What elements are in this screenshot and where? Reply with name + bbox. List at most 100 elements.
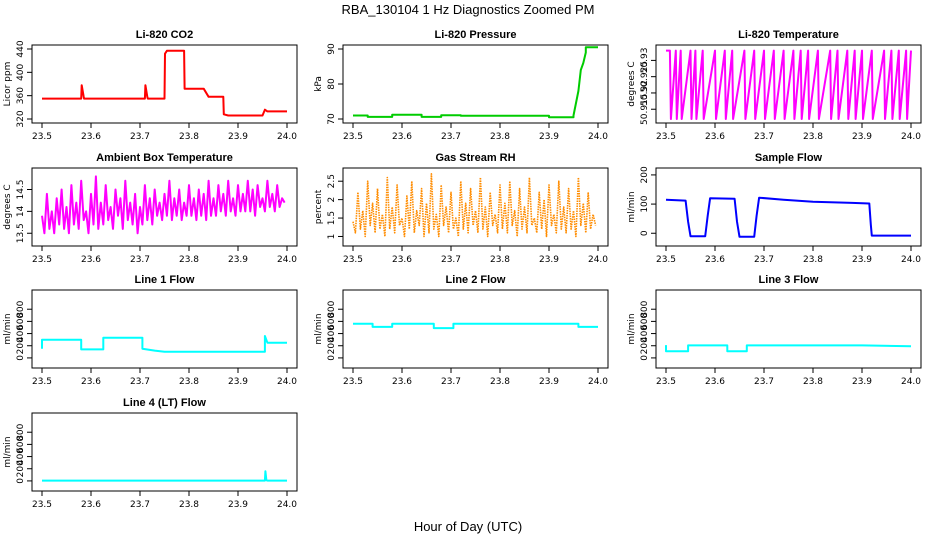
- y-axis-label: ml/min: [627, 313, 637, 344]
- x-tick-label: 23.9: [228, 500, 248, 510]
- x-tick-label: 23.5: [343, 132, 363, 142]
- y-tick-label: 360: [16, 87, 26, 104]
- y-tick-label: 13.5: [16, 223, 26, 243]
- panel-3: Ambient Box Temperature degrees C 23.5 23.6…: [3, 152, 298, 265]
- y-tick-label: 0: [16, 478, 26, 484]
- x-tick-label: 23.6: [705, 132, 725, 142]
- y-tick-label: 200: [327, 337, 337, 354]
- y-tick-label: 70: [327, 113, 337, 125]
- y-tick-label: 400: [16, 325, 26, 342]
- y-tick-label: 0: [640, 230, 650, 236]
- panel-9: Line 4 (LT) Flow ml/min 23.5 23.6 23.7 23.8 23…: [3, 397, 298, 510]
- x-tick-label: 23.5: [32, 255, 52, 265]
- series-line: [42, 470, 287, 482]
- plot-frame: [655, 44, 922, 124]
- plot-frame: [342, 289, 609, 369]
- series-line: [353, 322, 598, 330]
- y-axis-label: Licor ppm: [3, 62, 13, 107]
- y-tick-label: 50.92: [640, 80, 650, 106]
- panel-2: Li-820 Temperature degrees C 23.5 23.6 23.7 2…: [627, 29, 922, 142]
- x-tick-label: 23.8: [179, 500, 199, 510]
- x-tick-label: 23.8: [803, 255, 823, 265]
- y-tick-label: 400: [327, 325, 337, 342]
- x-tick-label: 23.5: [343, 255, 363, 265]
- y-tick-label: 200: [640, 166, 650, 183]
- y-tick-label: 200: [640, 337, 650, 354]
- x-tick-label: 23.6: [81, 500, 101, 510]
- x-tick-label: 23.7: [130, 500, 150, 510]
- x-tick-label: 23.7: [441, 132, 461, 142]
- x-tick-label: 23.8: [179, 255, 199, 265]
- panel-7: Line 2 Flow ml/min 23.5 23.6 23.7 23.8 23.9 24.…: [314, 274, 609, 387]
- panel-0: Li-820 CO2 Licor ppm 23.5 23.6 23.7 23.8 23.9 2…: [3, 29, 298, 142]
- series-line: [42, 49, 287, 117]
- y-tick-label: 600: [327, 313, 337, 330]
- y-axis-label: ml/min: [3, 436, 13, 467]
- y-tick-label: 0: [16, 355, 26, 361]
- panel-5: Sample Flow ml/min 23.5 23.6 23.7 23.8 23.9 24.…: [627, 152, 922, 265]
- y-tick-label: 400: [16, 63, 26, 80]
- panel-title: Li-820 Pressure: [435, 29, 517, 41]
- x-tick-label: 24.0: [277, 500, 297, 510]
- x-tick-label: 23.9: [852, 377, 872, 387]
- y-tick-label: 50.915: [640, 93, 650, 125]
- x-tick-label: 23.5: [32, 500, 52, 510]
- panel-title: Gas Stream RH: [435, 152, 515, 164]
- x-tick-label: 23.8: [490, 132, 510, 142]
- y-tick-label: 2.5: [327, 174, 337, 188]
- x-tick-label: 23.6: [392, 377, 412, 387]
- x-tick-label: 23.9: [539, 132, 559, 142]
- panel-title: Line 1 Flow: [135, 274, 195, 286]
- panel-title: Line 3 Flow: [759, 274, 819, 286]
- x-tick-label: 23.9: [228, 132, 248, 142]
- x-tick-label: 23.8: [490, 377, 510, 387]
- x-tick-label: 23.9: [539, 255, 559, 265]
- y-tick-label: 0: [640, 355, 650, 361]
- y-axis-label: ml/min: [3, 313, 13, 344]
- x-tick-label: 23.5: [656, 132, 676, 142]
- x-tick-label: 24.0: [588, 255, 608, 265]
- x-tick-label: 23.7: [441, 255, 461, 265]
- y-tick-label: 600: [16, 313, 26, 330]
- x-tick-label: 23.7: [754, 377, 774, 387]
- panel-title: Line 2 Flow: [446, 274, 506, 286]
- y-tick-label: 800: [640, 300, 650, 317]
- x-tick-label: 23.6: [705, 377, 725, 387]
- series-line: [353, 46, 598, 119]
- x-tick-label: 23.9: [228, 255, 248, 265]
- panel-title: Sample Flow: [755, 152, 823, 164]
- x-tick-label: 23.7: [130, 377, 150, 387]
- y-tick-label: 320: [16, 110, 26, 127]
- figure-xlabel: Hour of Day (UTC): [414, 519, 522, 534]
- y-tick-label: 80: [327, 78, 337, 90]
- x-tick-label: 24.0: [277, 132, 297, 142]
- y-axis-label: kPa: [314, 76, 324, 92]
- x-tick-label: 23.5: [343, 377, 363, 387]
- y-axis-label: degrees C: [3, 184, 13, 229]
- y-tick-label: 800: [16, 423, 26, 440]
- plot-frame: [31, 44, 298, 124]
- plot-frame: [31, 167, 298, 247]
- x-tick-label: 23.6: [705, 255, 725, 265]
- x-tick-label: 23.9: [852, 132, 872, 142]
- x-tick-label: 23.5: [656, 255, 676, 265]
- y-axis-label: degrees C: [627, 61, 637, 106]
- series-line: [665, 344, 912, 353]
- y-tick-label: 14.5: [16, 179, 26, 199]
- x-tick-label: 23.5: [32, 132, 52, 142]
- y-tick-label: 0: [327, 355, 337, 361]
- y-tick-label: 440: [16, 40, 26, 57]
- plot-frame: [655, 167, 922, 247]
- y-tick-label: 800: [327, 300, 337, 317]
- x-tick-label: 24.0: [277, 255, 297, 265]
- panel-1: Li-820 Pressure kPa 23.5 23.6 23.7 23.8 23.9 24…: [314, 29, 609, 142]
- x-tick-label: 23.6: [81, 377, 101, 387]
- plot-frame: [342, 44, 609, 124]
- panel-6: Line 1 Flow ml/min 23.5 23.6 23.7 23.8 23.9 24.…: [3, 274, 298, 387]
- series-line: [665, 196, 911, 238]
- x-tick-label: 24.0: [277, 377, 297, 387]
- x-tick-label: 23.8: [179, 132, 199, 142]
- x-tick-label: 23.6: [392, 255, 412, 265]
- y-tick-label: 1: [327, 234, 337, 240]
- plot-frame: [342, 167, 609, 247]
